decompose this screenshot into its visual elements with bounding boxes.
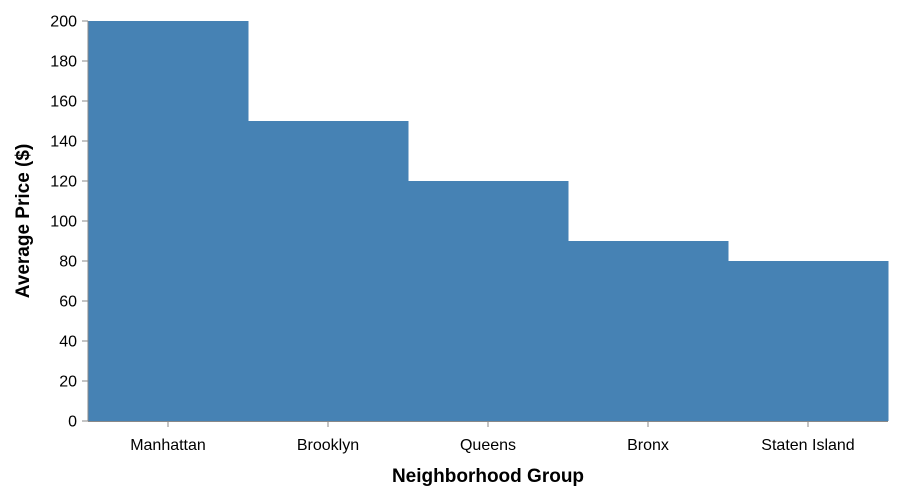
- y-tick-label: 200: [50, 14, 77, 31]
- x-tick-label: Bronx: [627, 437, 669, 454]
- y-tick-label: 160: [50, 94, 77, 111]
- y-tick-label: 100: [50, 214, 77, 231]
- bar-queens: [408, 181, 569, 421]
- y-tick-label: 60: [59, 294, 77, 311]
- x-axis: Manhattan Brooklyn Queens Bronx Staten Islan…: [88, 421, 888, 454]
- y-tick-label: 40: [59, 334, 77, 351]
- x-tick-label: Queens: [460, 437, 516, 454]
- y-axis-title: Average Price ($): [13, 144, 34, 299]
- bar-bronx: [568, 241, 729, 421]
- y-tick-label: 80: [59, 254, 77, 271]
- bar-manhattan: [88, 21, 249, 421]
- x-tick-label: Staten Island: [761, 437, 854, 454]
- bar-brooklyn: [248, 121, 409, 421]
- y-tick-label: 20: [59, 374, 77, 391]
- y-axis: 0 20 40 60 80 100 120 140 160 180 200: [50, 14, 89, 431]
- bar-staten-island: [728, 261, 889, 421]
- y-tick-label: 140: [50, 134, 77, 151]
- x-axis-title: Neighborhood Group: [392, 466, 584, 487]
- y-tick-label: 0: [68, 414, 77, 431]
- bars-group: [88, 21, 889, 421]
- x-tick-label: Brooklyn: [297, 437, 359, 454]
- y-tick-label: 180: [50, 54, 77, 71]
- y-tick-label: 120: [50, 174, 77, 191]
- x-tick-label: Manhattan: [130, 437, 206, 454]
